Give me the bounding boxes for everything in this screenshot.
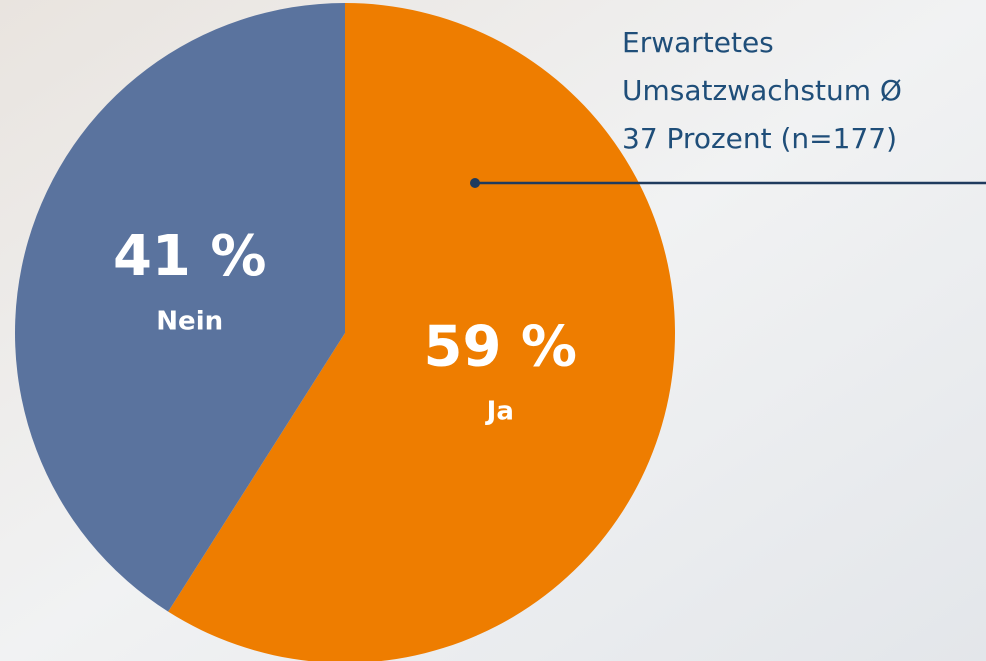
category-label: Ja xyxy=(485,397,514,427)
slice-labels: 59 % Ja 41 % Nein xyxy=(113,224,577,427)
annotation-text: Erwartetes xyxy=(622,26,774,59)
pie-slice xyxy=(168,3,675,661)
annotation: Erwartetes Umsatzwachstum Ø 37 Prozent (n=… xyxy=(622,26,902,155)
annotation-dot xyxy=(470,178,480,188)
annotation-text: 37 Prozent (n=177) xyxy=(622,122,897,155)
value-label: 41 % xyxy=(113,224,267,289)
annotation-text: Umsatzwachstum Ø xyxy=(622,74,902,107)
pie xyxy=(14,3,675,661)
pie-slice xyxy=(14,3,345,612)
category-label: Nein xyxy=(156,306,223,336)
value-label: 59 % xyxy=(424,314,578,379)
